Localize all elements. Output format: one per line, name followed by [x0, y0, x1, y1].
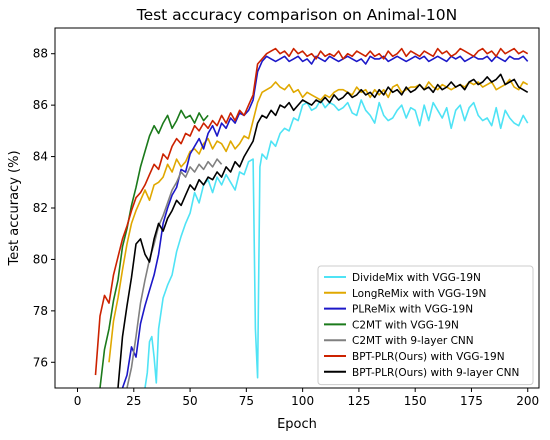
legend-label: C2MT with VGG-19N: [352, 319, 459, 331]
legend-box: [317, 265, 534, 386]
y-tick-label: 86: [33, 98, 48, 112]
series-line-3: [121, 55, 529, 388]
x-tick-label: 50: [182, 394, 197, 408]
legend-label: C2MT with 9-layer CNN: [352, 335, 474, 347]
y-tick-label: 88: [33, 47, 48, 61]
series-line-6: [94, 47, 529, 376]
y-tick-label: 80: [33, 252, 48, 266]
x-tick-label: 75: [239, 394, 254, 408]
y-tick-label: 76: [33, 355, 48, 369]
y-axis-label: Test accuracy (%): [7, 150, 22, 266]
y-tick-label: 78: [33, 304, 48, 318]
x-tick-label: 200: [516, 394, 539, 408]
x-axis-label: Epoch: [277, 417, 317, 432]
x-tick-label: 25: [126, 394, 141, 408]
legend: DivideMix with VGG-19N LongReMix with VGG…: [317, 265, 534, 386]
legend-label: PLReMix with VGG-19N: [352, 304, 473, 316]
legend-label: DivideMix with VGG-19N: [352, 272, 481, 284]
x-axis: 0 25 50 75 100 125 150 175 200: [74, 388, 539, 408]
x-tick-label: 0: [74, 394, 82, 408]
y-tick-label: 82: [33, 201, 48, 215]
legend-label: BPT-PLR(Ours) with VGG-19N: [352, 351, 505, 363]
x-tick-label: 125: [347, 394, 370, 408]
y-axis: 76 78 80 82 84 86 88: [33, 47, 55, 369]
series-line-7: [117, 73, 529, 388]
series-line-5: [126, 158, 223, 388]
series-line-1: [144, 99, 529, 388]
series-line-4: [99, 109, 209, 388]
y-tick-label: 84: [33, 150, 48, 164]
legend-label: LongReMix with VGG-19N: [352, 288, 486, 300]
series-layer: [94, 47, 529, 388]
chart-title: Test accuracy comparison on Animal-10N: [136, 6, 458, 24]
x-tick-label: 150: [404, 394, 427, 408]
x-tick-label: 175: [460, 394, 483, 408]
legend-label: BPT-PLR(Ours) with 9-layer CNN: [352, 367, 519, 379]
x-tick-label: 100: [291, 394, 314, 408]
